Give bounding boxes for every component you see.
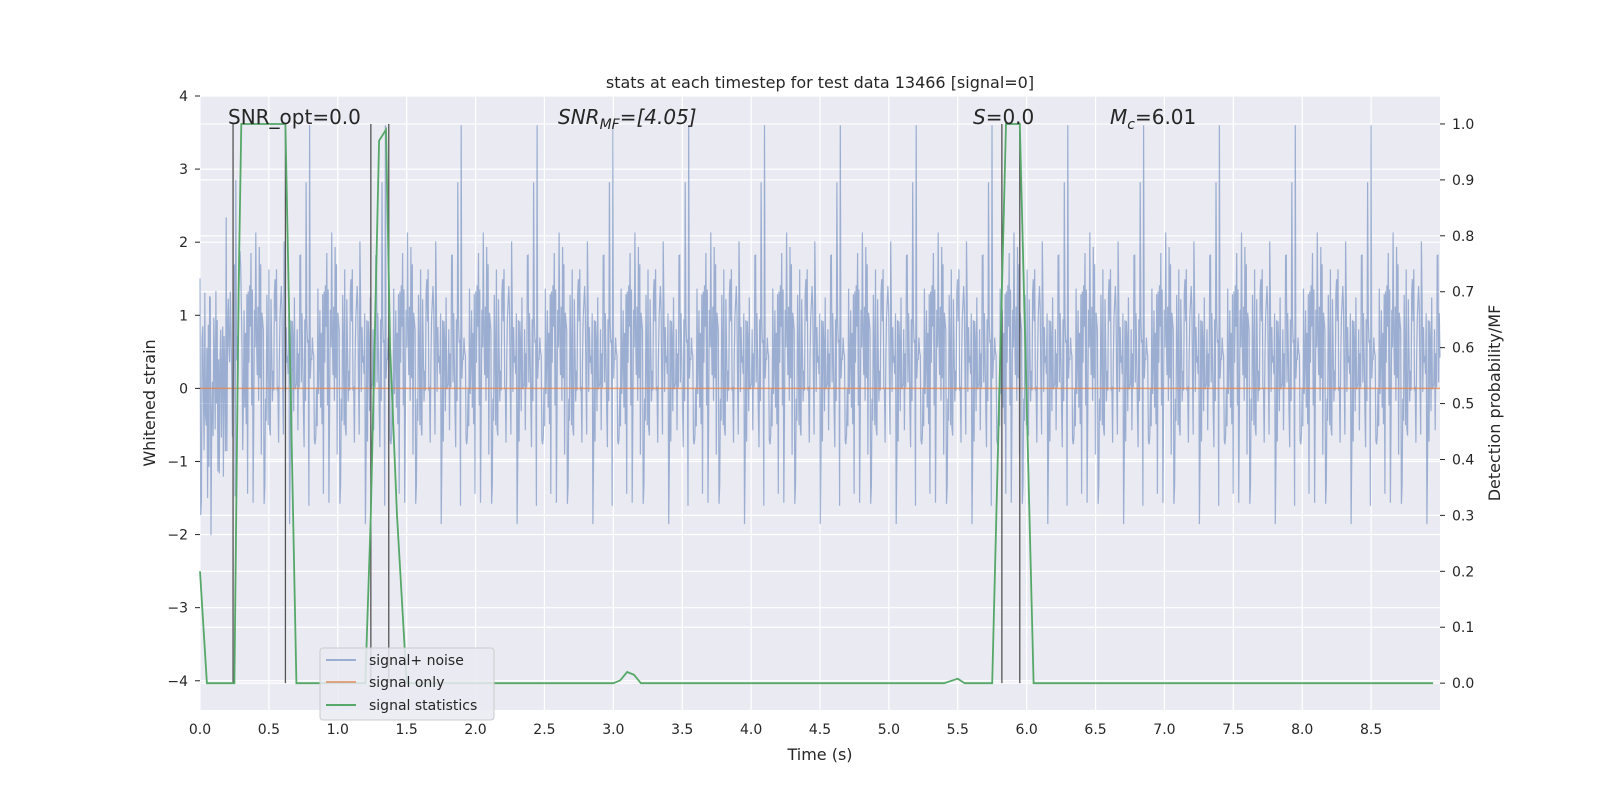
- chart-title: stats at each timestep for test data 134…: [606, 73, 1034, 92]
- legend-label-signal-noise: signal+ noise: [369, 653, 464, 669]
- x-tick-label: 6.0: [1016, 722, 1038, 738]
- x-tick-label: 6.5: [1084, 722, 1106, 738]
- x-tick-label: 8.0: [1291, 722, 1313, 738]
- annotation-snr-mf-subscript: MF: [600, 117, 621, 133]
- annotation-mc: Mc=6.01: [1110, 105, 1196, 133]
- signal-noise-line: [199, 125, 1441, 536]
- legend-box: [319, 647, 495, 721]
- x-tick-label: 2.5: [533, 722, 555, 738]
- y-right-tick-label: 0.6: [1452, 341, 1474, 357]
- signal-statistics-line: [199, 123, 1434, 685]
- x-tick-label: 7.0: [1153, 722, 1175, 738]
- y-tick-label: −4: [167, 674, 188, 690]
- y-tick-label: −1: [167, 454, 188, 470]
- y-tick-label: 4: [179, 89, 188, 105]
- legend: signal+ noise signal only signal statist…: [319, 647, 495, 721]
- y-right-axis-title: Detection probability/MF: [1485, 305, 1504, 502]
- x-tick-label: 1.0: [327, 722, 349, 738]
- annotation-s-symbol: S: [973, 105, 986, 129]
- x-tick-label: 1.5: [396, 722, 418, 738]
- y-right-tick-label: 0.4: [1452, 452, 1474, 468]
- y-right-tick-label: 0.5: [1452, 397, 1474, 413]
- annotation-snr-mf-symbol: SNR: [558, 105, 600, 129]
- x-tick-label: 4.0: [740, 722, 762, 738]
- y-tick-label: 1: [179, 308, 188, 324]
- x-tick-label: 5.5: [947, 722, 969, 738]
- y-right-tick-label: 0.0: [1452, 676, 1474, 692]
- y-right-tick-label: 0.8: [1452, 229, 1474, 245]
- annotation-mc-subscript: c: [1127, 117, 1135, 133]
- x-tick-label: 3.0: [602, 722, 624, 738]
- x-axis-title: Time (s): [786, 745, 852, 764]
- x-tick-label: 0.0: [189, 722, 211, 738]
- annotation-snr-mf-value: =[4.05]: [620, 105, 697, 129]
- y-right-tick-label: 1.0: [1452, 117, 1474, 133]
- annotation-snr-mf: SNRMF=[4.05]: [558, 105, 697, 133]
- y-right-tick-label: 0.3: [1452, 508, 1474, 524]
- annotation-mc-symbol: M: [1110, 105, 1127, 129]
- legend-label-signal-only: signal only: [369, 675, 444, 691]
- x-tick-label: 2.0: [464, 722, 486, 738]
- y-right-tick-label: 0.7: [1452, 285, 1474, 301]
- y-tick-label: −2: [167, 528, 188, 544]
- x-tick-label: 3.5: [671, 722, 693, 738]
- y-tick-label: 3: [179, 162, 188, 178]
- x-tick-label: 7.5: [1222, 722, 1244, 738]
- y-right-tick-label: 0.1: [1452, 620, 1474, 636]
- y-tick-label: 0: [179, 381, 188, 397]
- x-tick-label: 4.5: [809, 722, 831, 738]
- annotation-mc-value: =6.01: [1135, 105, 1196, 129]
- x-tick-label: 0.5: [258, 722, 280, 738]
- x-tick-label: 8.5: [1360, 722, 1382, 738]
- annotation-s: S=0.0: [973, 105, 1034, 129]
- y-right-tick-label: 0.9: [1452, 173, 1474, 189]
- annotation-snr-opt: SNR_opt=0.0: [228, 105, 361, 129]
- y-right-tick-label: 0.2: [1452, 564, 1474, 580]
- annotation-s-value: =0.0: [986, 105, 1035, 129]
- y-tick-label: −3: [167, 601, 188, 617]
- legend-label-signal-statistics: signal statistics: [369, 698, 477, 714]
- y-tick-label: 2: [179, 235, 188, 251]
- y-axis-title: Whitened strain: [140, 339, 159, 466]
- x-tick-label: 5.0: [878, 722, 900, 738]
